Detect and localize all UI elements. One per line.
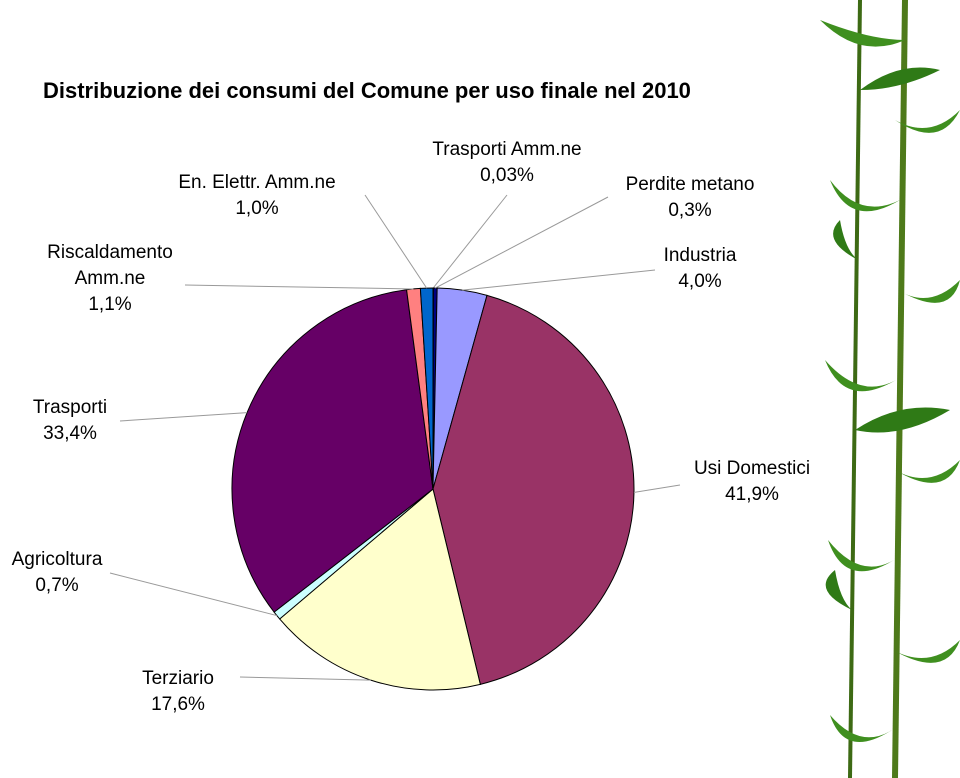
slice-value: 4,0% — [678, 271, 722, 292]
leader-line — [184, 284, 414, 290]
slice-name: Usi Domestici — [693, 458, 811, 479]
leader-line — [109, 572, 277, 617]
leader-line — [239, 676, 371, 681]
slice-label: En. Elettr. Amm.ne 1,0% — [157, 170, 357, 222]
pie-slice — [432, 294, 635, 685]
leader-line — [119, 412, 248, 422]
slice-label: Terziario 17,6% — [108, 666, 248, 718]
slice-name: Agricoltura — [11, 549, 103, 570]
slice-label: Agricoltura 0,7% — [0, 547, 117, 599]
leader-line — [462, 269, 656, 291]
slice-value: 17,6% — [151, 694, 205, 715]
slice-name: Terziario — [142, 668, 214, 689]
slice-name: Trasporti Amm.ne — [432, 139, 582, 160]
slice-value: 0,03% — [480, 165, 534, 186]
slice-name: Trasporti — [32, 397, 108, 418]
slice-label: Industria 4,0% — [630, 243, 770, 295]
slice-value: 33,4% — [43, 423, 97, 444]
slice-label: Trasporti Amm.ne 0,03% — [397, 137, 617, 189]
chart-title: Distribuzione dei consumi del Comune per… — [43, 78, 691, 103]
slice-value: 0,3% — [668, 200, 712, 221]
slice-name: Perdite metano — [625, 174, 755, 195]
slice-value: 0,7% — [35, 575, 79, 596]
slice-value: 41,9% — [725, 484, 779, 505]
slice-label: Perdite metano 0,3% — [590, 172, 790, 224]
slice-value: 1,0% — [235, 198, 279, 219]
bamboo-decoration — [820, 0, 960, 778]
slice-label: Usi Domestici 41,9% — [652, 456, 852, 508]
slice-value: 1,1% — [88, 294, 132, 315]
slice-label: Riscaldamento Amm.ne 1,1% — [30, 240, 190, 318]
slice-name: Riscaldamento Amm.ne — [47, 242, 173, 289]
leader-line — [435, 196, 609, 289]
slice-name: En. Elettr. Amm.ne — [178, 172, 336, 193]
slice-name: Industria — [663, 245, 737, 266]
leader-line — [432, 194, 508, 289]
pie-slice — [278, 488, 481, 691]
leader-line — [364, 194, 428, 289]
leader-line — [633, 484, 681, 493]
slice-label: Trasporti 33,4% — [10, 395, 130, 447]
